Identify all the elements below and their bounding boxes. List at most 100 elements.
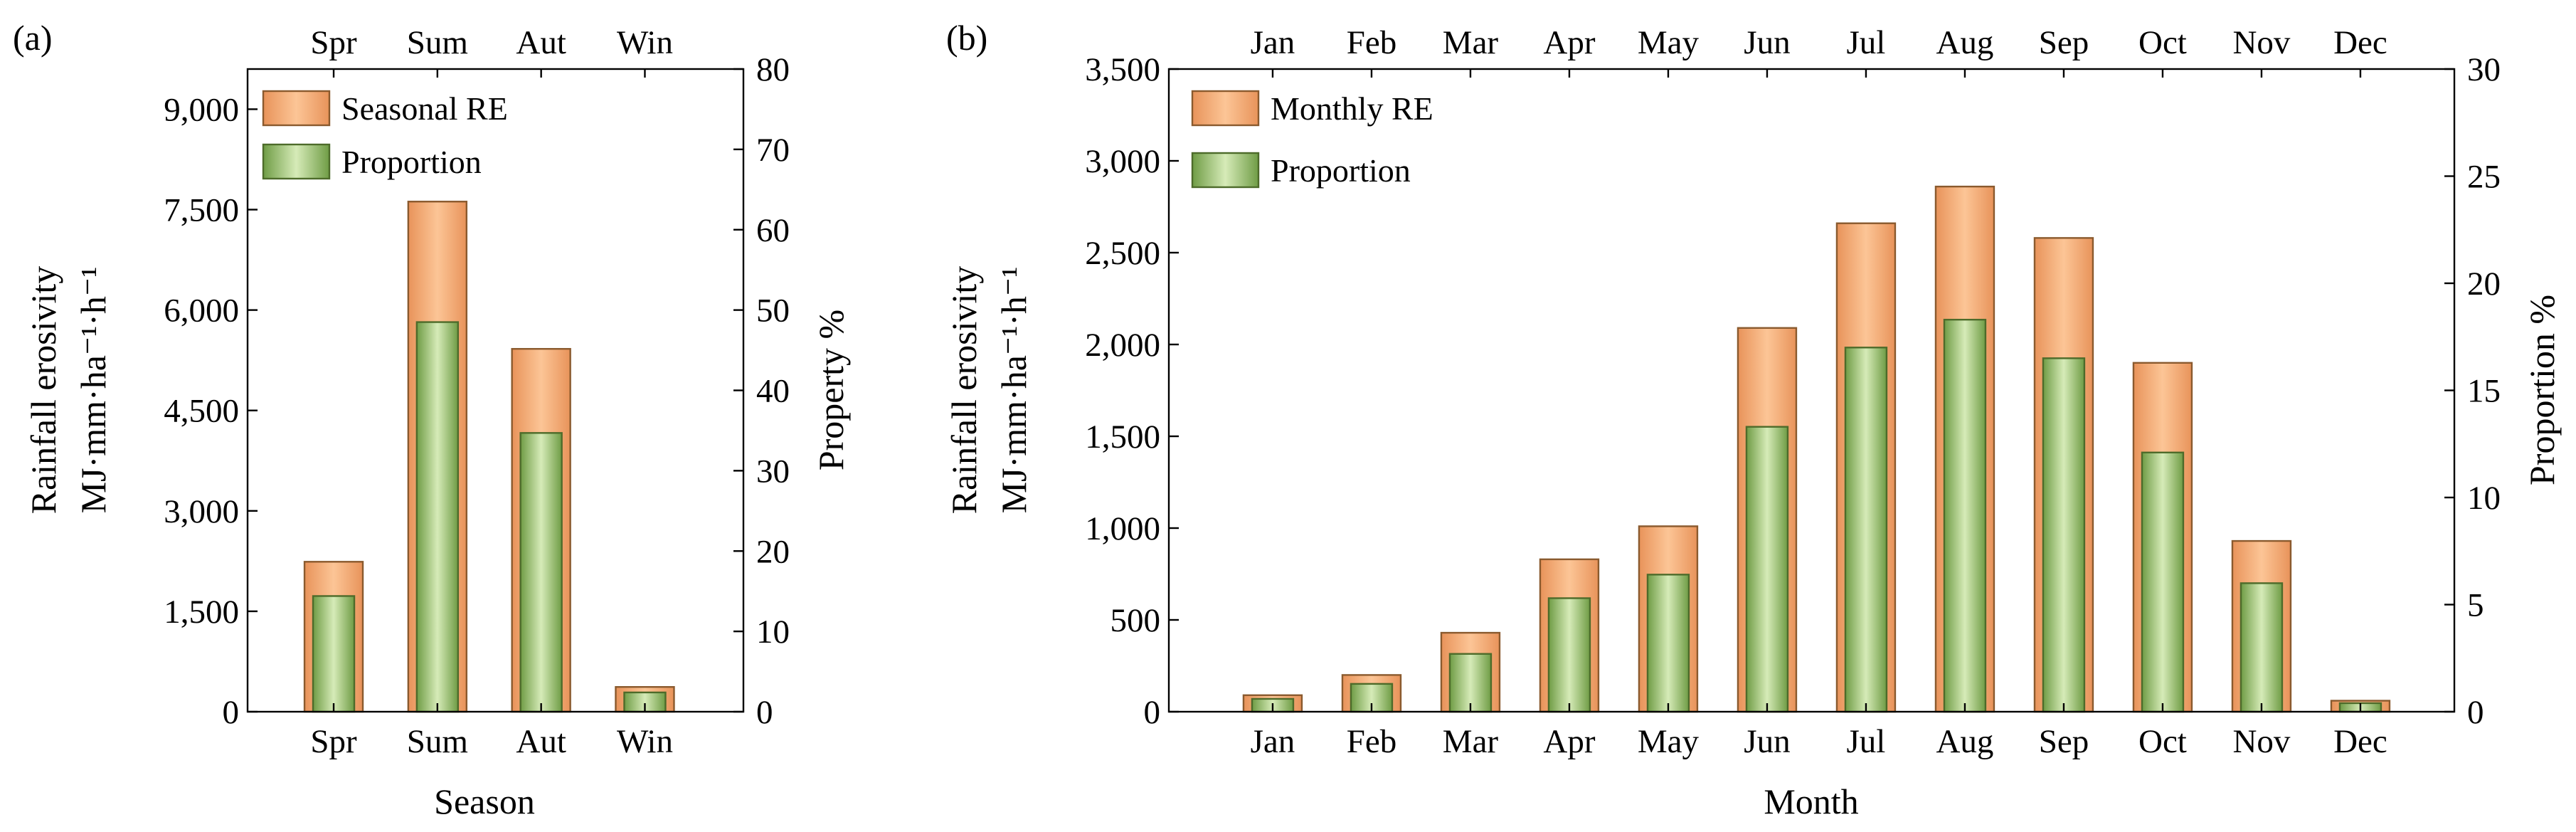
panel-a-y2-axis-title: Property % [811, 310, 851, 470]
y-tick-label-right: 60 [756, 212, 790, 249]
y-tick-label-right: 10 [756, 614, 790, 651]
x-tick-label-top-feb: Feb [1347, 24, 1397, 61]
x-tick-label-top-apr: Apr [1543, 24, 1595, 61]
x-tick-label-bottom-sep: Sep [2039, 723, 2089, 760]
legend-label-seasonal-re: Seasonal RE [341, 90, 508, 127]
x-tick-label-bottom-nov: Nov [2232, 723, 2290, 760]
bar-proportion-oct [2141, 451, 2185, 713]
x-tick-label-bottom-aut: Aut [516, 723, 566, 760]
panel-b-y2-axis-title: Proportion % [2522, 295, 2562, 485]
y-tick-label-right: 0 [756, 694, 773, 731]
y-tick-label-left: 4,500 [164, 393, 239, 430]
legend-label-proportion: Proportion [1271, 152, 1411, 189]
x-tick-label-top-oct: Oct [2138, 24, 2187, 61]
panel-a-ticks: Spr Spr Sum Sum Aut Aut Win Win 0 1,500 3,000 4,500… [164, 24, 790, 760]
panel-a-y-axis-title-line1: Rainfall erosivity [23, 266, 63, 515]
x-tick-label-top-jul: Jul [1847, 24, 1886, 61]
y-tick-label-right: 70 [756, 132, 790, 169]
x-tick-label-bottom-oct: Oct [2138, 723, 2187, 760]
bar-proportion-aut [519, 432, 563, 713]
x-tick-label-bottom-feb: Feb [1347, 723, 1397, 760]
panel-b-ticks: Jan Jan Feb Feb Mar Mar Apr Apr May May Jun Jun Jul J… [1085, 24, 2501, 760]
x-tick-label-bottom-aug: Aug [1936, 723, 1993, 760]
x-tick-label-top-jan: Jan [1251, 24, 1295, 61]
y-tick-label-right: 5 [2467, 587, 2484, 624]
panel-b-monthly-chart: (b) Jan Jan Feb Feb Mar Mar Apr Apr May May Jun Jun… [944, 18, 2562, 821]
panel-a-x-axis-title: Season [434, 781, 535, 821]
x-tick-label-top-win: Win [617, 24, 673, 61]
x-tick-label-top-sep: Sep [2039, 24, 2089, 61]
panel-a-bars [303, 201, 675, 713]
x-tick-label-bottom-win: Win [617, 723, 673, 760]
x-tick-label-bottom-jul: Jul [1847, 723, 1886, 760]
y-tick-label-left: 2,000 [1085, 327, 1160, 364]
x-tick-label-bottom-mar: Mar [1443, 723, 1499, 760]
panel-a-label: (a) [13, 18, 53, 58]
y-tick-label-left: 9,000 [164, 91, 239, 128]
y-tick-label-left: 6,000 [164, 293, 239, 330]
panel-a-y-axis-title-line2: MJ·mm·ha⁻¹·h⁻¹ [73, 267, 113, 514]
y-tick-label-left: 3,000 [1085, 143, 1160, 180]
x-tick-label-top-aug: Aug [1936, 24, 1993, 61]
y-tick-label-left: 3,000 [164, 493, 239, 530]
y-tick-label-left: 1,500 [1085, 418, 1160, 456]
bar-proportion-mar [1448, 653, 1493, 713]
panel-b-legend: Monthly RE Proportion [1191, 90, 1433, 189]
panel-b-x-axis-title: Month [1764, 781, 1858, 821]
y-tick-label-right: 50 [756, 293, 790, 330]
x-tick-label-bottom-jun: Jun [1744, 723, 1790, 760]
x-tick-label-top-nov: Nov [2232, 24, 2290, 61]
y-tick-label-right: 15 [2467, 373, 2501, 410]
x-tick-label-top-spr: Spr [310, 24, 357, 61]
y-tick-label-right: 30 [2467, 51, 2501, 88]
legend-swatch-monthly-re [1191, 90, 1260, 127]
bar-proportion-may [1646, 574, 1690, 713]
x-tick-label-bottom-apr: Apr [1543, 723, 1595, 760]
panel-b-y-axis-title-line2: MJ·mm·ha⁻¹·h⁻¹ [994, 267, 1034, 514]
panel-b-y-axis-title-line1: Rainfall erosivity [944, 266, 984, 515]
legend-swatch-proportion [1191, 152, 1260, 189]
x-tick-label-bottom-sum: Sum [407, 723, 468, 760]
bar-proportion-sep [2042, 357, 2086, 713]
panel-a-legend: Seasonal RE Proportion [262, 90, 508, 180]
y-tick-label-right: 10 [2467, 480, 2501, 517]
bar-proportion-sum [415, 321, 460, 713]
y-tick-label-left: 3,500 [1085, 51, 1160, 88]
panel-b-bars [1242, 185, 2391, 713]
y-tick-label-left: 0 [223, 694, 240, 731]
y-tick-label-left: 1,500 [164, 594, 239, 631]
legend-swatch-seasonal-re [262, 90, 331, 127]
bar-proportion-apr [1547, 597, 1591, 713]
bar-proportion-jun [1745, 426, 1789, 713]
legend-label-proportion: Proportion [341, 144, 482, 180]
y-tick-label-right: 20 [756, 533, 790, 570]
x-tick-label-bottom-dec: Dec [2333, 723, 2387, 760]
y-tick-label-left: 500 [1111, 602, 1161, 639]
x-tick-label-bottom-spr: Spr [310, 723, 357, 760]
y-tick-label-right: 80 [756, 51, 790, 88]
x-tick-label-top-sum: Sum [407, 24, 468, 61]
x-tick-label-top-may: May [1638, 24, 1700, 61]
legend-label-monthly-re: Monthly RE [1271, 90, 1433, 127]
y-tick-label-right: 25 [2467, 159, 2501, 196]
y-tick-label-left: 7,500 [164, 192, 239, 229]
y-tick-label-left: 0 [1144, 694, 1161, 731]
legend-swatch-proportion [262, 143, 331, 180]
x-tick-label-top-mar: Mar [1443, 24, 1499, 61]
y-tick-label-left: 1,000 [1085, 510, 1160, 547]
x-tick-label-top-dec: Dec [2333, 24, 2387, 61]
y-tick-label-left: 2,500 [1085, 235, 1160, 272]
bar-proportion-nov [2240, 582, 2284, 713]
x-tick-label-top-aut: Aut [516, 24, 566, 61]
x-tick-label-bottom-may: May [1638, 723, 1700, 760]
panel-b-label: (b) [946, 18, 987, 58]
y-tick-label-right: 40 [756, 373, 790, 410]
panel-a-seasonal-chart: (a) Spr Spr Sum Sum Aut Aut Win Win 0 1,500 3,000 4… [13, 18, 851, 821]
bar-proportion-jul [1844, 347, 1888, 713]
y-tick-label-right: 20 [2467, 265, 2501, 302]
bar-proportion-aug [1943, 318, 1987, 713]
x-tick-label-top-jun: Jun [1744, 24, 1790, 61]
y-tick-label-right: 30 [756, 453, 790, 490]
bar-proportion-spr [312, 595, 356, 713]
